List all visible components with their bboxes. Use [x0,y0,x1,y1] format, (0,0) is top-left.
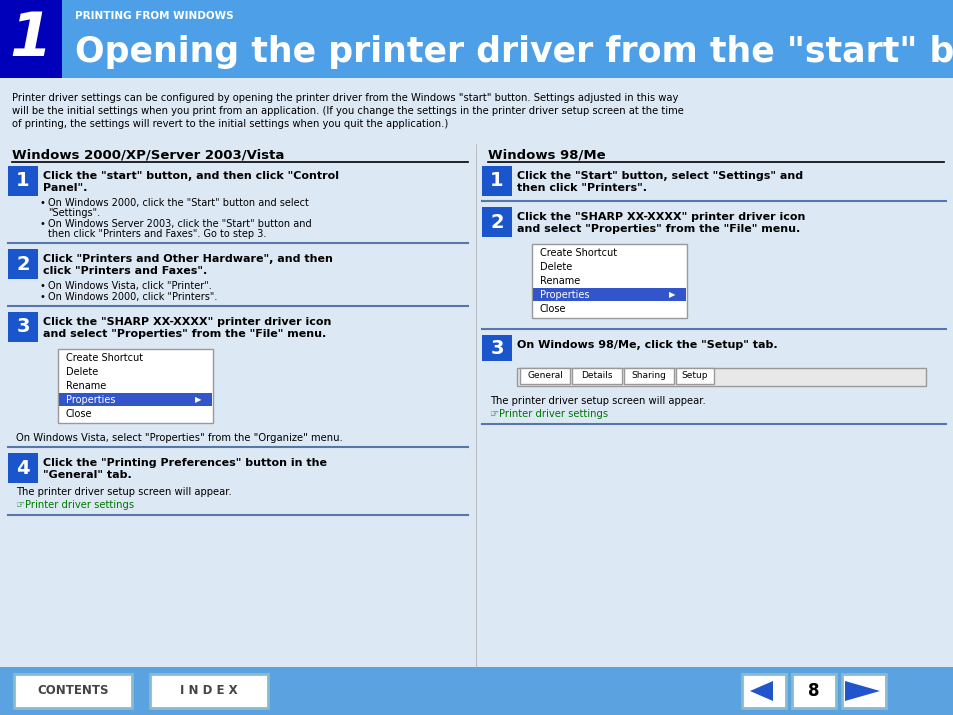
Text: •: • [40,198,46,208]
Polygon shape [749,681,772,701]
Text: Sharing: Sharing [631,372,666,380]
Text: On Windows 2000, click the "Start" button and select: On Windows 2000, click the "Start" butto… [48,198,309,208]
FancyBboxPatch shape [14,674,132,708]
Text: Properties: Properties [66,395,115,405]
Text: Click the "SHARP XX-XXXX" printer driver icon: Click the "SHARP XX-XXXX" printer driver… [43,317,331,327]
Text: Rename: Rename [66,381,106,391]
Text: I N D E X: I N D E X [180,684,237,698]
Text: ☞Printer driver settings: ☞Printer driver settings [490,409,607,419]
Text: 1: 1 [16,172,30,190]
FancyBboxPatch shape [532,244,686,318]
Text: Rename: Rename [539,276,579,286]
Text: CONTENTS: CONTENTS [37,684,109,698]
Text: 8: 8 [807,682,819,700]
FancyBboxPatch shape [8,453,38,483]
FancyBboxPatch shape [0,78,953,667]
FancyBboxPatch shape [58,349,213,423]
FancyBboxPatch shape [791,674,835,708]
Text: Details: Details [580,372,612,380]
FancyBboxPatch shape [0,0,62,78]
Text: On Windows Server 2003, click the "Start" button and: On Windows Server 2003, click the "Start… [48,219,312,229]
Text: then click "Printers and Faxes". Go to step 3.: then click "Printers and Faxes". Go to s… [48,229,266,239]
FancyBboxPatch shape [572,368,621,384]
Text: ▶: ▶ [668,290,675,300]
Text: 2: 2 [16,255,30,274]
Text: The printer driver setup screen will appear.: The printer driver setup screen will app… [16,487,232,497]
Text: 3: 3 [16,317,30,337]
Text: Close: Close [66,409,92,419]
Text: Click the "start" button, and then click "Control: Click the "start" button, and then click… [43,171,338,181]
Text: ☞Printer driver settings: ☞Printer driver settings [16,500,134,510]
Text: •: • [40,281,46,291]
Text: The printer driver setup screen will appear.: The printer driver setup screen will app… [490,396,705,406]
Text: 1: 1 [10,9,52,69]
FancyBboxPatch shape [533,288,685,301]
Text: Panel".: Panel". [43,183,88,193]
FancyBboxPatch shape [481,335,512,361]
FancyBboxPatch shape [623,368,673,384]
Text: Printer driver settings can be configured by opening the printer driver from the: Printer driver settings can be configure… [12,93,683,129]
Text: PRINTING FROM WINDOWS: PRINTING FROM WINDOWS [75,11,233,21]
Text: click "Printers and Faxes".: click "Printers and Faxes". [43,266,207,276]
Text: 4: 4 [16,458,30,478]
FancyBboxPatch shape [676,368,713,384]
Polygon shape [844,681,879,701]
Text: Click "Printers and Other Hardware", and then: Click "Printers and Other Hardware", and… [43,254,333,264]
Text: Click the "Start" button, select "Settings" and: Click the "Start" button, select "Settin… [517,171,802,181]
Text: Setup: Setup [681,372,707,380]
Text: "Settings".: "Settings". [48,208,100,218]
Text: Create Shortcut: Create Shortcut [66,353,143,363]
Text: Click the "Printing Preferences" button in the: Click the "Printing Preferences" button … [43,458,327,468]
Text: ▶: ▶ [194,395,201,405]
Text: •: • [40,219,46,229]
FancyBboxPatch shape [517,368,925,386]
Text: 3: 3 [490,338,503,358]
Text: and select "Properties" from the "File" menu.: and select "Properties" from the "File" … [517,224,800,234]
Text: Click the "SHARP XX-XXXX" printer driver icon: Click the "SHARP XX-XXXX" printer driver… [517,212,804,222]
FancyBboxPatch shape [841,674,885,708]
Text: On Windows 2000, click "Printers".: On Windows 2000, click "Printers". [48,292,217,302]
FancyBboxPatch shape [0,667,953,715]
FancyBboxPatch shape [481,166,512,196]
Text: On Windows Vista, select "Properties" from the "Organize" menu.: On Windows Vista, select "Properties" fr… [16,433,342,443]
Text: "General" tab.: "General" tab. [43,470,132,480]
FancyBboxPatch shape [741,674,785,708]
FancyBboxPatch shape [481,207,512,237]
FancyBboxPatch shape [0,0,953,78]
FancyBboxPatch shape [8,249,38,279]
FancyBboxPatch shape [59,393,212,406]
Text: Properties: Properties [539,290,589,300]
Text: •: • [40,292,46,302]
Text: 2: 2 [490,212,503,232]
Text: On Windows 98/Me, click the "Setup" tab.: On Windows 98/Me, click the "Setup" tab. [517,340,777,350]
Text: then click "Printers".: then click "Printers". [517,183,646,193]
FancyBboxPatch shape [8,166,38,196]
Text: Delete: Delete [66,367,98,377]
Text: Delete: Delete [539,262,572,272]
Text: 1: 1 [490,172,503,190]
FancyBboxPatch shape [519,368,569,384]
Text: Windows 98/Me: Windows 98/Me [488,148,605,161]
Text: Windows 2000/XP/Server 2003/Vista: Windows 2000/XP/Server 2003/Vista [12,148,284,161]
Text: Opening the printer driver from the "start" button: Opening the printer driver from the "sta… [75,35,953,69]
FancyBboxPatch shape [8,312,38,342]
Text: Create Shortcut: Create Shortcut [539,248,617,258]
Text: Close: Close [539,304,566,314]
FancyBboxPatch shape [150,674,268,708]
Text: and select "Properties" from the "File" menu.: and select "Properties" from the "File" … [43,329,326,339]
Text: On Windows Vista, click "Printer".: On Windows Vista, click "Printer". [48,281,212,291]
Text: General: General [526,372,562,380]
